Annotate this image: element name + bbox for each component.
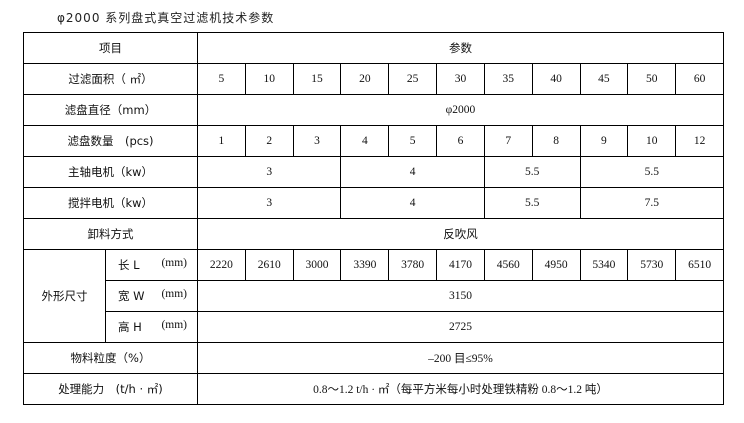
spec-table: 项目 参数 过滤面积（ ㎡） 5 10 15 20 25 30 35 40 45… [23,32,724,405]
discs-cell: 2 [244,125,294,157]
main-motor-cell: 5.5 [483,156,581,188]
table-row-discharge: 卸料方式 反吹风 [23,218,724,250]
mixer-motor-cell: 7.5 [579,187,724,219]
table-row-height: 高 H (mm) 2725 [24,311,724,343]
diameter-label: 滤盘直径（mm） [23,94,198,126]
length-label: 长 L (mm) [105,249,198,281]
header-item: 项目 [23,32,198,64]
width-label: 宽 W (mm) [105,280,198,312]
length-unit: (mm) [161,257,187,269]
diameter-value: φ2000 [197,94,724,126]
mixer-motor-cell: 3 [196,187,342,219]
mixer-motor-label: 搅拌电机（kw） [23,187,198,219]
table-row-capacity: 处理能力 (t/h · ㎡) 0.8～1.2 t/h · ㎡（每平方米每小时处理… [23,373,724,405]
length-cell: 3780 [388,249,438,281]
length-cell: 6510 [675,249,724,281]
capacity-value: 0.8～1.2 t/h · ㎡（每平方米每小时处理铁精粉 0.8～1.2 吨） [197,373,724,405]
mixer-motor-cell: 5.5 [483,187,581,219]
granularity-label: 物料粒度（%） [23,342,198,374]
discs-cell: 8 [531,125,581,157]
table-row-length: 外形尺寸 长 L (mm) 2220 2610 3000 3390 3780 41… [23,249,724,343]
area-label: 过滤面积（ ㎡） [23,63,198,95]
discs-cell: 5 [388,125,438,157]
discs-cell: 6 [436,125,485,157]
length-cell: 5730 [627,249,677,281]
table-row-discs: 滤盘数量 (pcs) 1 2 3 4 5 6 7 8 9 10 12 [23,125,724,157]
length-cell: 2610 [244,249,294,281]
discs-label: 滤盘数量 (pcs) [23,125,198,157]
area-cell: 35 [483,63,533,95]
length-cell: 5340 [579,249,629,281]
area-cell: 15 [292,63,342,95]
discs-cell: 3 [292,125,342,157]
mixer-motor-cell: 4 [340,187,485,219]
area-cell: 50 [627,63,677,95]
area-cell: 40 [531,63,581,95]
width-value: 3150 [197,280,724,312]
width-unit: (mm) [161,288,187,300]
table-row-granularity: 物料粒度（%） –200 目≤95% [23,342,724,374]
area-cell: 45 [579,63,629,95]
length-cell: 3390 [340,249,390,281]
area-cell: 30 [436,63,485,95]
main-motor-cell: 4 [340,156,485,188]
height-name: 高 H [118,320,142,334]
table-row-area: 过滤面积（ ㎡） 5 10 15 20 25 30 35 40 45 50 60 [23,63,724,95]
discharge-label: 卸料方式 [23,218,198,250]
capacity-label: 处理能力 (t/h · ㎡) [23,373,198,405]
area-cell: 60 [675,63,724,95]
area-cell: 20 [340,63,390,95]
discharge-value: 反吹风 [197,218,724,250]
discs-cell: 4 [340,125,390,157]
area-cell: 5 [197,63,246,95]
discs-cell: 9 [579,125,629,157]
length-cell: 4950 [531,249,581,281]
table-row-header: 项目 参数 [23,32,724,64]
header-params: 参数 [197,32,724,64]
length-cell: 2220 [197,249,246,281]
length-name: 长 L [118,258,140,272]
height-label: 高 H (mm) [105,311,198,343]
dimensions-label: 外形尺寸 [23,249,106,343]
width-name: 宽 W [118,289,145,303]
discs-cell: 1 [197,125,246,157]
table-row-main-motor: 主轴电机（kw） 3 4 5.5 5.5 [23,156,724,188]
height-value: 2725 [197,311,724,343]
length-cell: 4560 [483,249,533,281]
height-unit: (mm) [161,319,187,331]
discs-cell: 12 [675,125,724,157]
area-cell: 10 [244,63,294,95]
main-motor-label: 主轴电机（kw） [23,156,198,188]
granularity-value: –200 目≤95% [197,342,724,374]
area-cell: 25 [388,63,438,95]
table-row-diameter: 滤盘直径（mm） φ2000 [23,94,724,126]
table-row-width: 宽 W (mm) 3150 [24,280,724,312]
page-title: φ2000 系列盘式真空过滤机技术参数 [57,11,275,25]
length-cell: 4170 [436,249,485,281]
main-motor-cell: 5.5 [579,156,724,188]
discs-cell: 10 [627,125,677,157]
length-cell: 3000 [292,249,342,281]
table-row-mixer-motor: 搅拌电机（kw） 3 4 5.5 7.5 [23,187,724,219]
discs-cell: 7 [483,125,533,157]
main-motor-cell: 3 [196,156,342,188]
